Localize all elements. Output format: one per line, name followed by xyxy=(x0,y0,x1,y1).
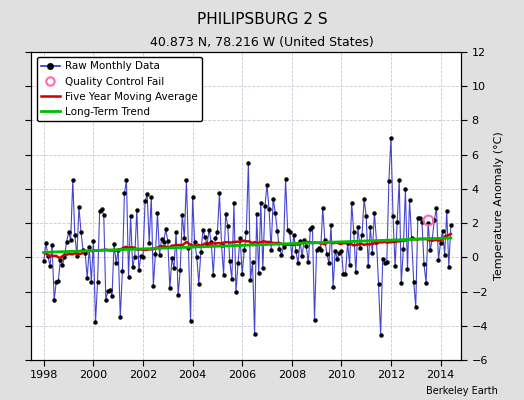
Legend: Raw Monthly Data, Quality Control Fail, Five Year Moving Average, Long-Term Tren: Raw Monthly Data, Quality Control Fail, … xyxy=(37,57,202,121)
Y-axis label: Temperature Anomaly (°C): Temperature Anomaly (°C) xyxy=(494,132,504,280)
Text: 40.873 N, 78.216 W (United States): 40.873 N, 78.216 W (United States) xyxy=(150,36,374,49)
Text: Berkeley Earth: Berkeley Earth xyxy=(426,386,498,396)
Text: PHILIPSBURG 2 S: PHILIPSBURG 2 S xyxy=(196,12,328,27)
